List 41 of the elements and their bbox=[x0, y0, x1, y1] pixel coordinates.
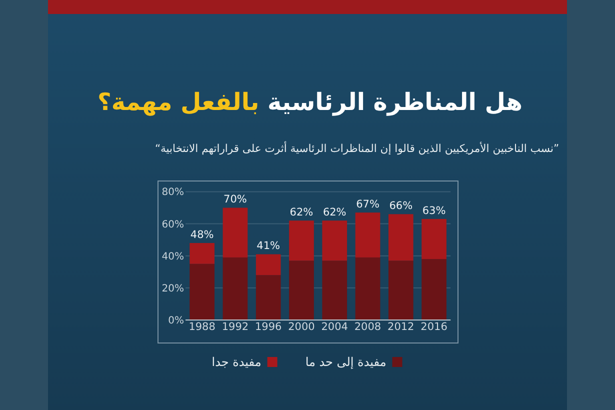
total-label: 66% bbox=[389, 200, 413, 212]
total-label: 62% bbox=[290, 206, 314, 219]
bar bbox=[422, 218, 446, 260]
x-tick-label: 2000 bbox=[288, 321, 315, 333]
chart-subtitle: ”نسب الناخبين الأمريكيين الذين قالوا إن المناظرات الرئاسية أثرت على قراراتهم الانتخابية“ bbox=[154, 141, 560, 155]
bar bbox=[322, 260, 348, 320]
bar bbox=[422, 259, 446, 320]
x-tick-label: 2008 bbox=[354, 321, 382, 333]
y-tick-label: 40% bbox=[162, 251, 184, 262]
bar bbox=[222, 257, 248, 320]
total-label: 62% bbox=[322, 206, 346, 219]
x-tick-label: 2016 bbox=[420, 321, 448, 333]
total-label: 48% bbox=[190, 229, 214, 242]
bar bbox=[289, 260, 314, 320]
y-tick-label: 20% bbox=[162, 283, 184, 294]
total-label: 41% bbox=[256, 240, 280, 252]
x-tick-label: 1988 bbox=[188, 321, 216, 333]
total-label: 67% bbox=[356, 198, 380, 211]
bar bbox=[190, 243, 214, 264]
legend-label: مفيدة إلى حد ما bbox=[305, 355, 386, 369]
bar bbox=[322, 220, 348, 261]
x-tick-label: 1992 bbox=[222, 321, 249, 333]
x-tick-label: 1996 bbox=[254, 321, 282, 333]
bar bbox=[256, 254, 281, 276]
y-tick-label: 80% bbox=[162, 187, 184, 198]
y-tick-label: 0% bbox=[168, 316, 184, 326]
bar bbox=[222, 208, 248, 258]
bar bbox=[355, 212, 380, 258]
bar bbox=[388, 214, 414, 261]
total-label: 70% bbox=[224, 194, 247, 206]
total-label: 63% bbox=[422, 204, 446, 217]
x-tick-label: 2004 bbox=[321, 321, 348, 333]
bar bbox=[190, 264, 214, 320]
chart-title: هل المناظرة الرئاسية بالفعل مهمة؟ bbox=[98, 88, 522, 116]
legend-label: مفيدة جدا bbox=[212, 355, 262, 369]
bar bbox=[289, 220, 314, 261]
bar bbox=[355, 257, 380, 320]
bar bbox=[388, 260, 414, 320]
x-tick-label: 2012 bbox=[388, 321, 414, 333]
y-tick-label: 60% bbox=[162, 219, 184, 230]
bar bbox=[256, 275, 281, 320]
